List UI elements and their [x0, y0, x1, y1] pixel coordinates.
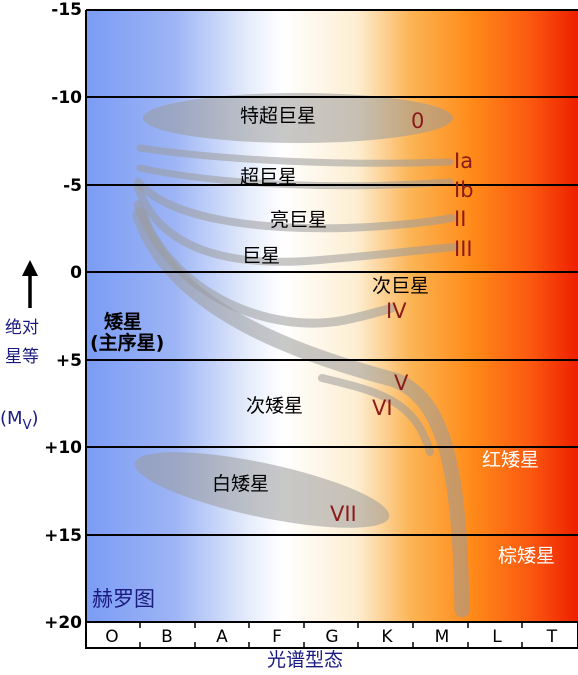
class-VI-label: VI	[372, 396, 393, 420]
class-K: K	[381, 627, 393, 647]
label-bright-giants: 亮巨星	[270, 209, 327, 231]
class-II-label: II	[454, 207, 466, 231]
class-G: G	[325, 627, 338, 647]
luminosity-bands	[132, 93, 470, 618]
class-III-label: III	[454, 237, 473, 261]
diagram-title: 赫罗图	[92, 587, 155, 611]
class-L: L	[492, 627, 502, 647]
class-F: F	[272, 627, 282, 647]
up-arrowhead-icon	[22, 260, 38, 276]
class-IV-label: IV	[386, 299, 407, 323]
y-tick-m15: -15	[51, 0, 82, 20]
giant-band	[134, 184, 459, 266]
label-dwarfs: 矮星	[103, 310, 142, 333]
y-label-line1: 绝对	[5, 318, 39, 338]
class-Ia-label: Ia	[454, 149, 473, 173]
y-tick-m10: -10	[51, 88, 82, 108]
x-axis-title: 光谱型态	[267, 649, 343, 671]
label-supergiants: 超巨星	[240, 166, 297, 188]
label-main-sequence: (主序星)	[90, 331, 164, 354]
class-0-label: 0	[411, 109, 424, 133]
bright-giant-band	[134, 178, 456, 233]
y-tick-labels: -15 -10 -5 0 +5 +10 +15 +20	[44, 0, 82, 633]
y-tick-p15: +15	[44, 526, 82, 546]
white-dwarf-band	[134, 452, 390, 528]
class-O: O	[105, 627, 118, 647]
label-subgiants: 次巨星	[372, 275, 429, 297]
y-tick-0: 0	[70, 263, 82, 283]
svg-text:(MV): (MV)	[0, 408, 39, 433]
label-giants: 巨星	[242, 245, 280, 267]
class-V-label: V	[394, 371, 409, 395]
label-hypergiants: 特超巨星	[240, 105, 316, 127]
spectral-class-bar: O B A F G K M L T	[85, 621, 578, 649]
supergiant-ia-band	[136, 144, 454, 167]
class-M: M	[435, 627, 450, 647]
label-red-dwarfs: 红矮星	[482, 449, 539, 471]
class-B: B	[161, 627, 173, 647]
y-label-line2: 星等	[5, 347, 39, 367]
class-Ib-label: Ib	[454, 178, 474, 202]
magnitude-gridlines	[86, 9, 578, 536]
y-tick-p20: +20	[44, 613, 82, 633]
label-subdwarfs: 次矮星	[246, 395, 303, 417]
class-VII-label: VII	[330, 502, 357, 526]
y-tick-m5: -5	[63, 176, 82, 196]
subdwarf-band	[318, 374, 434, 456]
class-A: A	[216, 627, 228, 647]
y-axis-label: 绝对 星等 (MV)	[0, 260, 39, 433]
class-T: T	[546, 627, 558, 647]
hypergiant-band	[143, 93, 453, 143]
label-white-dwarfs: 白矮星	[212, 473, 269, 495]
y-label-sub: V	[23, 418, 32, 433]
main-sequence-band	[132, 207, 470, 618]
y-label-close: )	[31, 408, 38, 429]
y-label-mv: (M	[0, 408, 23, 429]
spectral-bar-box	[85, 621, 578, 649]
y-tick-p10: +10	[44, 438, 82, 458]
y-tick-p5: +5	[56, 351, 82, 371]
label-brown-dwarfs: 棕矮星	[498, 545, 555, 567]
